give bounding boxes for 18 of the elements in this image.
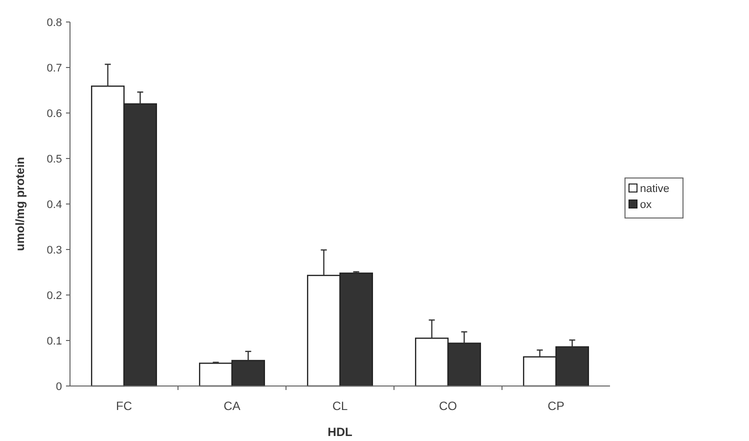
legend-label: native bbox=[640, 182, 670, 195]
y-tick-label: 0.7 bbox=[46, 62, 62, 74]
y-tick-label: 0.6 bbox=[46, 108, 62, 120]
x-tick-label: CP bbox=[548, 399, 564, 413]
y-tick-label: 0 bbox=[56, 380, 62, 393]
x-tick-label: CO bbox=[439, 399, 457, 413]
x-axis-title: HDL bbox=[328, 425, 352, 439]
x-tick-label: FC bbox=[116, 399, 132, 413]
legend-label: ox bbox=[640, 198, 652, 211]
y-axis-title: umol/mg protein bbox=[13, 157, 27, 251]
y-tick-label: 0.5 bbox=[46, 153, 62, 166]
x-tick-label: CL bbox=[332, 399, 348, 413]
y-tick-label: 0.8 bbox=[46, 16, 62, 29]
y-tick-label: 0.3 bbox=[46, 244, 62, 256]
x-tick-label: CA bbox=[224, 399, 240, 413]
y-tick-label: 0.1 bbox=[46, 335, 62, 348]
y-tick-label: 0.4 bbox=[46, 198, 62, 211]
y-tick-label: 0.2 bbox=[46, 290, 62, 302]
